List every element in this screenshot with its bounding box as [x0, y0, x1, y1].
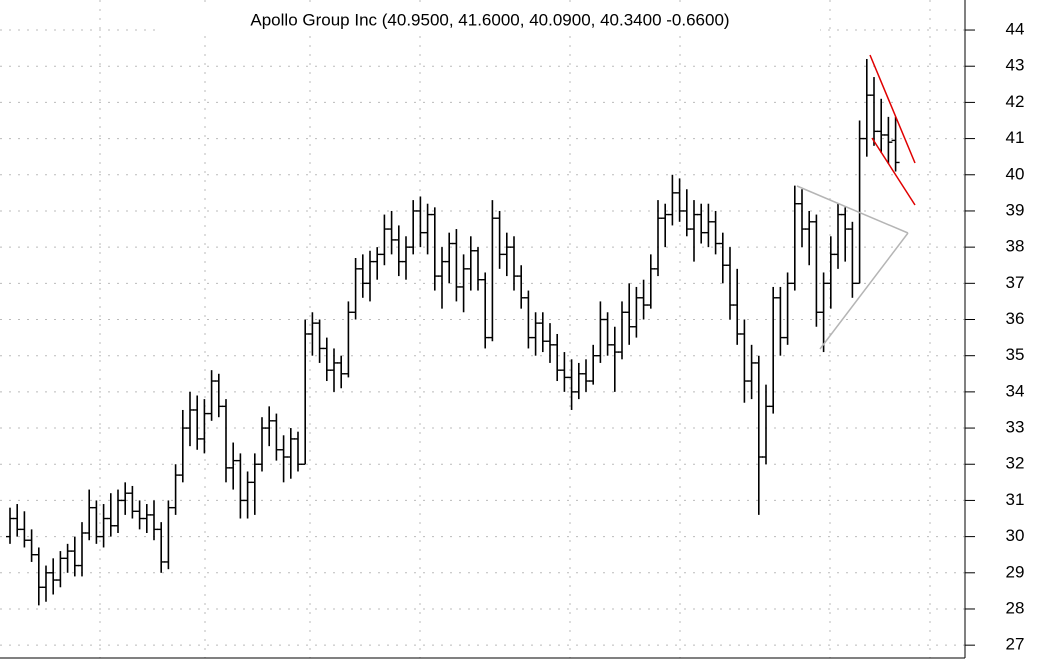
vertical-grid: [99, 0, 931, 658]
channel-line: [871, 137, 916, 206]
channel-line: [869, 54, 916, 164]
chart-title: Apollo Group Inc (40.9500, 41.6000, 40.0…: [250, 10, 729, 29]
y-tick-label: 36: [1006, 309, 1025, 328]
y-tick-label: 31: [1006, 490, 1025, 509]
title-bg: [160, 8, 820, 34]
y-tick-label: 43: [1006, 56, 1025, 75]
y-tick-label: 28: [1006, 598, 1025, 617]
y-tick-label: 39: [1006, 200, 1025, 219]
y-tick-label: 34: [1006, 381, 1025, 400]
y-tick-label: 29: [1006, 562, 1025, 581]
y-tick-label: 27: [1006, 635, 1025, 654]
y-tick-label: 33: [1006, 418, 1025, 437]
y-tick-label: 38: [1006, 237, 1025, 256]
triangle-line: [796, 185, 909, 234]
trendlines: [796, 54, 916, 350]
triangle-line: [819, 232, 909, 350]
y-tick-label: 44: [1006, 20, 1025, 39]
y-tick-label: 32: [1006, 454, 1025, 473]
y-tick-label: 41: [1006, 128, 1025, 147]
y-tick-label: 37: [1006, 273, 1025, 292]
y-tick-label: 42: [1006, 92, 1025, 111]
y-tick-label: 35: [1006, 345, 1025, 364]
y-tick-label: 30: [1006, 526, 1025, 545]
y-tick-label: 40: [1006, 164, 1025, 183]
